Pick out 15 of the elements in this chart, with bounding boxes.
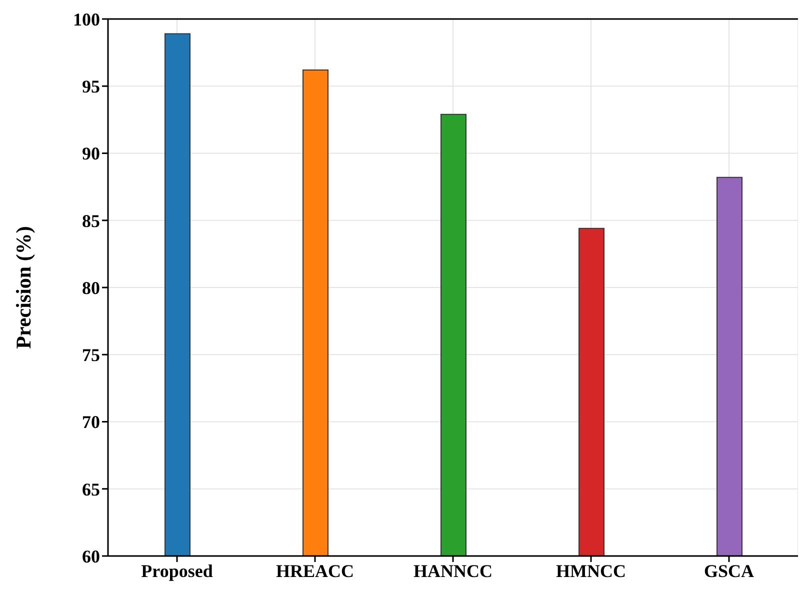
y-tick-label: 100 — [73, 9, 100, 30]
x-tick-label: HANNCC — [414, 560, 492, 581]
x-tick-label: GSCA — [704, 560, 754, 581]
x-tick-label: HREACC — [276, 560, 354, 581]
y-tick-label: 85 — [82, 210, 100, 231]
y-axis-title: Precision (%) — [11, 226, 36, 349]
y-tick-label: 95 — [82, 76, 100, 97]
x-tick-label: HMNCC — [556, 560, 626, 581]
y-tick-label: 90 — [82, 144, 100, 164]
y-tick-label: 75 — [82, 345, 100, 366]
y-tick-label: 80 — [82, 278, 100, 298]
y-tick-label: 70 — [82, 412, 100, 432]
y-tick-label: 60 — [82, 546, 100, 566]
x-tick-label: Proposed — [141, 560, 213, 581]
y-tick-label: 65 — [82, 479, 100, 500]
